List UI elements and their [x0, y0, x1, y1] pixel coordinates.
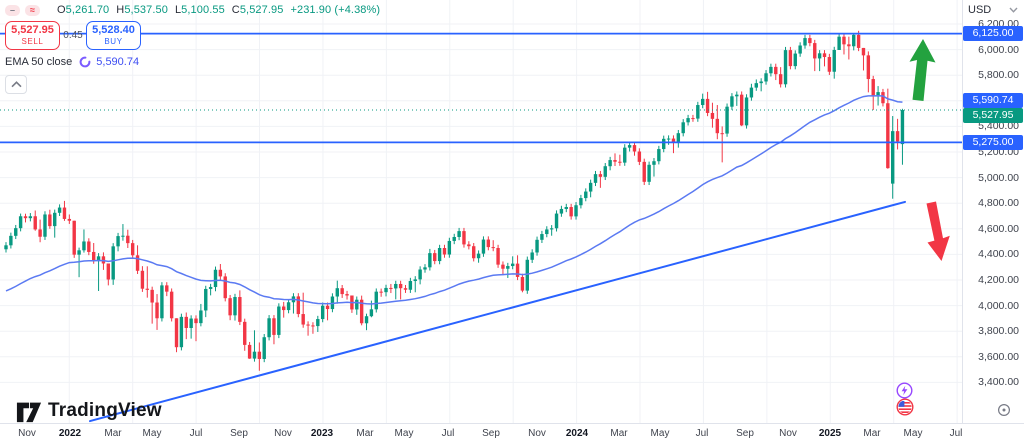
tradingview-wordmark: TradingView: [48, 400, 162, 421]
y-axis-label: 5,400.00: [978, 120, 1019, 133]
chart-legend: – ≈ O5,261.70 H5,537.50 L5,100.55 C5,527.95…: [5, 4, 380, 94]
x-axis-month-label: May: [903, 428, 923, 439]
ema-indicator-label[interactable]: EMA 50 close: [5, 56, 73, 68]
sell-button[interactable]: 5,527.95 SELL: [5, 21, 60, 50]
high-label: H: [116, 4, 125, 16]
x-axis-month-label: Jul: [949, 428, 963, 439]
x-axis-month-label: Sep: [230, 428, 248, 439]
trendline-drawing[interactable]: [89, 200, 906, 423]
low-label: L: [174, 4, 182, 16]
x-axis-year-label: 2023: [310, 428, 334, 439]
x-axis-month-label: May: [650, 428, 670, 439]
buy-price: 5,528.40: [92, 24, 135, 36]
x-axis-month-label: Mar: [104, 428, 122, 439]
high-value: 5,537.50: [124, 4, 168, 16]
y-axis-label: 4,800.00: [978, 197, 1019, 210]
y-axis-label: 5,000.00: [978, 171, 1019, 184]
price-axis-border: [962, 0, 963, 423]
spread-value: 0.45: [63, 30, 83, 41]
x-axis-month-label: May: [142, 428, 162, 439]
candles-layer[interactable]: [4, 30, 905, 371]
x-axis-month-label: Mar: [610, 428, 628, 439]
price-axis[interactable]: 6,200.006,000.005,800.005,600.005,400.00…: [962, 0, 1024, 423]
x-axis-month-label: Jul: [695, 428, 709, 439]
up-arrow-drawing[interactable]: [909, 39, 936, 101]
x-axis-month-label: Sep: [736, 428, 754, 439]
currency-selector[interactable]: USD: [968, 4, 1018, 16]
price-label-last: 5,527.95: [963, 108, 1023, 123]
open-label: O: [57, 4, 66, 16]
x-axis-month-label: Nov: [18, 428, 36, 439]
y-axis-label: 4,200.00: [978, 274, 1019, 286]
tradingview-logo-icon: [16, 402, 42, 423]
x-axis-month-label: Jul: [441, 428, 455, 439]
price-label-5275: 5,275.00: [963, 134, 1023, 150]
x-axis-month-label: Sep: [482, 428, 500, 439]
ema-loading-icon: [79, 56, 91, 68]
price-label-ema: 5,590.74: [963, 93, 1023, 108]
sell-price: 5,527.95: [11, 24, 54, 36]
us-flag-event-icon[interactable]: [896, 398, 914, 416]
time-axis-border: [0, 423, 1024, 424]
close-label: C: [231, 4, 240, 16]
y-axis-label: 3,800.00: [978, 325, 1019, 338]
y-axis-label: 4,600.00: [978, 222, 1019, 235]
y-axis-label: 6,000.00: [978, 43, 1019, 56]
axis-settings-icon[interactable]: [997, 403, 1011, 422]
x-axis-year-label: 2025: [818, 428, 842, 439]
x-axis-month-label: Mar: [863, 428, 881, 439]
x-axis-year-label: 2024: [565, 428, 589, 439]
x-axis-month-label: May: [394, 428, 414, 439]
down-arrow-drawing[interactable]: [926, 201, 950, 262]
y-axis-label: 3,400.00: [978, 376, 1019, 389]
ema-line[interactable]: [5, 94, 903, 305]
close-value: 5,527.95: [239, 4, 284, 16]
y-axis-label: 4,000.00: [978, 299, 1019, 312]
x-axis-month-label: Jul: [189, 428, 203, 439]
buy-label: BUY: [104, 37, 123, 46]
tradingview-watermark[interactable]: TradingView: [16, 398, 162, 424]
x-axis-month-label: Nov: [779, 428, 797, 439]
legend-collapse-button[interactable]: [5, 75, 27, 94]
legend-wave-icon[interactable]: ≈: [25, 4, 40, 16]
x-axis-year-label: 2022: [58, 428, 82, 439]
lightning-event-icon[interactable]: [896, 382, 913, 399]
ohlc-values: O5,261.70 H5,537.50 L5,100.55 C5,527.95 +231…: [57, 4, 380, 16]
chevron-down-icon: [1009, 7, 1018, 13]
ema-value: 5,590.74: [96, 56, 140, 68]
legend-minus-icon[interactable]: –: [5, 4, 20, 16]
x-axis-month-label: Nov: [528, 428, 546, 439]
buy-button[interactable]: 5,528.40 BUY: [86, 21, 141, 50]
open-value: 5,261.70: [65, 4, 110, 16]
change-value: +231.90: [290, 4, 332, 16]
y-axis-label: 4,400.00: [978, 248, 1019, 261]
sell-label: SELL: [21, 37, 44, 46]
low-value: 5,100.55: [181, 4, 225, 16]
timeline-event-icons: [896, 382, 914, 416]
time-axis[interactable]: Nov 2022 Mar May Jul Sep Nov 2023 Mar May Jul Sep No…: [0, 424, 962, 441]
x-axis-month-label: Mar: [356, 428, 374, 439]
y-axis-label: 3,600.00: [978, 350, 1019, 363]
change-percent: (+4.38%): [334, 4, 381, 16]
price-label-6125: 6,125.00: [963, 26, 1023, 42]
y-axis-label: 5,800.00: [978, 69, 1019, 82]
currency-label: USD: [968, 4, 992, 16]
x-axis-month-label: Nov: [274, 428, 292, 439]
chevron-up-icon: [10, 81, 22, 88]
